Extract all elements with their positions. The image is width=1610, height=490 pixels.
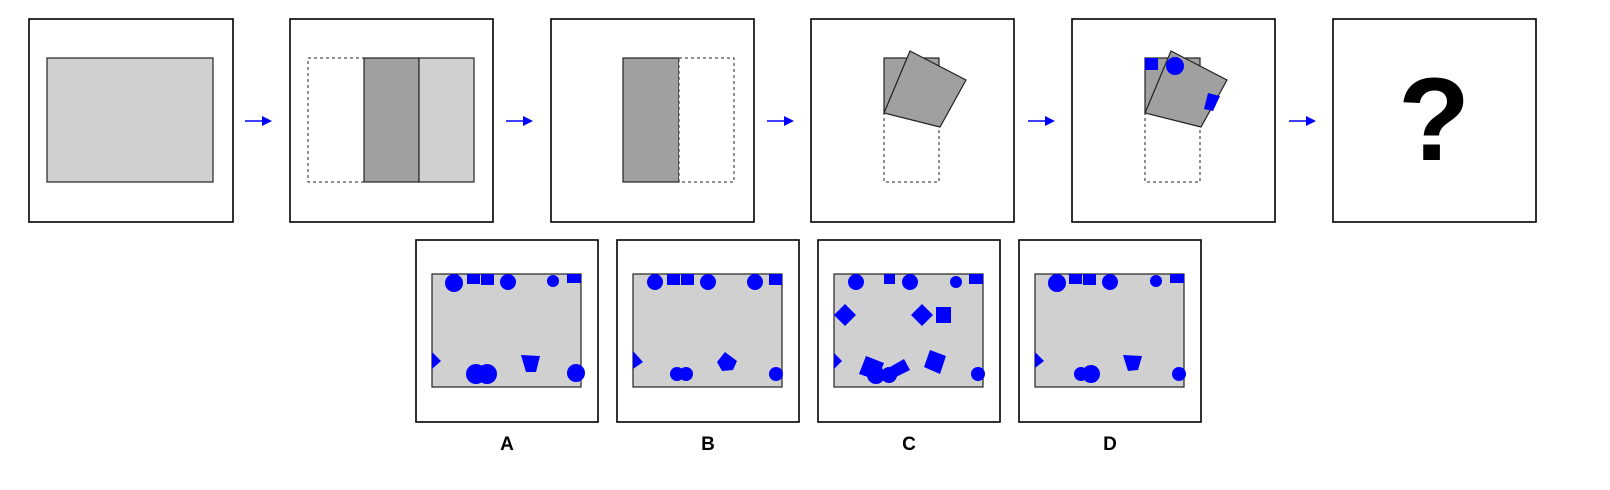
square-hole [1123,355,1142,371]
folded-layer [363,57,420,183]
circle-hole [1150,275,1162,287]
option-a-paper [431,273,582,388]
circle-hole [769,367,783,381]
square-hole [890,359,910,377]
option-b-label: B [701,434,715,455]
option-d-paper [1034,273,1185,388]
diamond-hole [834,304,856,326]
step-2-panel [289,18,494,223]
square-hole [633,351,643,369]
circle-hole [1166,57,1184,75]
square-hole [1170,274,1184,283]
circle-hole [867,366,885,384]
square-hole [567,274,581,283]
step-5-panel [1071,18,1276,223]
square-hole [1069,274,1082,284]
option-b-paper [632,273,783,388]
circle-hole [950,276,962,288]
option-d[interactable]: D [1018,239,1202,455]
option-a[interactable]: A [415,239,599,455]
circle-hole [1172,367,1186,381]
question-mark: ? [1398,54,1470,186]
question-panel: ? [1332,18,1537,223]
circle-hole [700,274,716,290]
circle-hole [902,274,918,290]
circle-hole [500,274,516,290]
folded-away-outline [678,57,735,183]
circle-hole [477,364,497,384]
square-hole [1035,352,1044,368]
square-hole [1204,93,1220,111]
folded-away-outline [307,57,365,183]
option-b[interactable]: B [616,239,800,455]
square-hole [924,350,946,374]
circle-hole [679,367,693,381]
circle-hole [848,274,864,290]
paper-sheet [418,57,475,183]
square-hole [1083,274,1096,285]
square-hole [521,355,540,372]
arrow-3 [767,116,794,126]
step-4-panel [810,18,1015,223]
diamond-hole [911,304,933,326]
square-hole [884,274,895,284]
folded-layer-rotated [883,50,967,128]
square-hole [481,274,494,285]
circle-hole [547,275,559,287]
arrow-5 [1289,116,1316,126]
question-frame [1332,18,1537,223]
circle-hole [971,367,985,381]
arrow-1 [245,116,272,126]
square-hole [969,274,983,284]
circle-hole [747,274,763,290]
square-hole [681,274,694,285]
step-3-panel [550,18,755,223]
circle-hole [567,364,585,382]
square-hole [717,352,737,371]
square-hole [1145,58,1158,70]
square-hole [432,352,441,369]
circle-hole [445,274,463,292]
square-hole [667,274,680,285]
arrow-2 [506,116,533,126]
circle-hole [1102,274,1118,290]
circle-hole [1082,365,1100,383]
square-hole [467,274,480,284]
circle-hole [1048,274,1066,292]
circle-hole [647,274,663,290]
option-d-label: D [1103,434,1117,455]
option-c-label: C [902,434,916,455]
option-a-label: A [500,434,514,455]
paper-sheet [46,57,214,183]
square-hole [769,274,782,285]
arrow-4 [1028,116,1055,126]
folded-layer [622,57,680,183]
step-1-panel [28,18,234,223]
square-hole [936,307,951,323]
option-c[interactable]: C [817,239,1001,455]
square-hole [834,353,842,369]
